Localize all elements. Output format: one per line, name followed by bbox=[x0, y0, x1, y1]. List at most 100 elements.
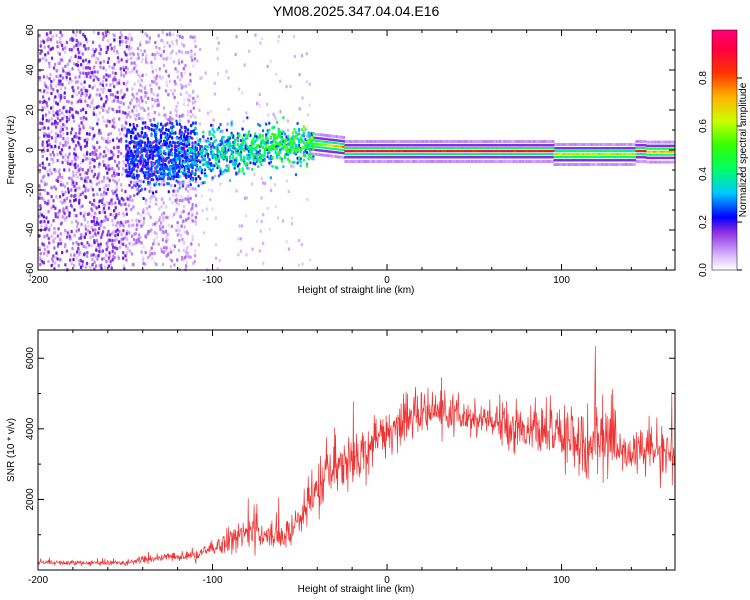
heatmap-cell bbox=[335, 148, 338, 151]
heatmap-cell bbox=[311, 152, 314, 156]
heatmap-cell bbox=[459, 160, 462, 163]
heatmap-cell bbox=[268, 121, 271, 125]
heatmap-cell bbox=[628, 143, 631, 146]
heatmap-cell bbox=[99, 82, 102, 86]
heatmap-cell bbox=[465, 160, 468, 163]
heatmap-cell bbox=[172, 33, 175, 37]
heatmap-cell bbox=[122, 167, 125, 171]
heatmap-cell bbox=[120, 89, 123, 93]
heatmap-cell bbox=[360, 160, 363, 163]
heatmap-cell bbox=[165, 80, 168, 84]
heatmap-cell bbox=[228, 141, 232, 145]
heatmap-cell bbox=[120, 70, 123, 75]
heatmap-cell bbox=[81, 204, 84, 208]
heatmap-cell bbox=[134, 104, 138, 108]
heatmap-cell bbox=[139, 134, 143, 138]
heatmap-cell bbox=[50, 195, 53, 199]
heatmap-cell bbox=[279, 79, 282, 83]
heatmap-cell bbox=[43, 182, 47, 187]
heatmap-cell bbox=[413, 160, 416, 163]
heatmap-cell bbox=[175, 122, 179, 126]
heatmap-cell bbox=[617, 143, 620, 146]
heatmap-cell bbox=[176, 225, 180, 229]
heatmap-cell bbox=[191, 161, 194, 165]
heatmap-cell bbox=[116, 233, 120, 237]
heatmap-cell bbox=[144, 91, 147, 95]
heatmap-cell bbox=[155, 82, 158, 86]
heatmap-cell bbox=[269, 176, 272, 180]
heatmap-cell bbox=[246, 166, 249, 170]
heatmap-cell bbox=[396, 153, 399, 156]
heatmap-cell bbox=[217, 72, 220, 76]
heatmap-cell bbox=[108, 167, 111, 171]
heatmap-cell bbox=[54, 95, 57, 99]
heatmap-cell bbox=[119, 67, 123, 71]
heatmap-cell bbox=[97, 165, 100, 169]
heatmap-cell bbox=[126, 150, 129, 155]
heatmap-cell bbox=[126, 131, 129, 135]
heatmap-cell bbox=[187, 189, 190, 193]
heatmap-cell bbox=[163, 166, 166, 170]
heatmap-cell bbox=[162, 201, 165, 205]
heatmap-cell bbox=[39, 192, 42, 196]
heatmap-cell bbox=[378, 160, 381, 163]
heatmap-cell bbox=[162, 106, 166, 110]
heatmap-cell bbox=[122, 154, 125, 159]
heatmap-cell bbox=[57, 145, 61, 150]
heatmap-cell bbox=[154, 68, 158, 72]
heatmap-cell bbox=[162, 57, 165, 61]
heatmap-cell bbox=[206, 111, 210, 115]
heatmap-cell bbox=[176, 258, 179, 262]
heatmap-cell bbox=[91, 127, 94, 131]
heatmap-cell bbox=[277, 39, 280, 44]
heatmap-cell bbox=[95, 60, 98, 65]
heatmap-cell bbox=[266, 64, 269, 69]
heatmap-cell bbox=[130, 37, 133, 42]
heatmap-cell bbox=[91, 263, 94, 267]
heatmap-cell bbox=[88, 59, 91, 64]
heatmap-cell bbox=[276, 155, 279, 159]
heatmap-cell bbox=[478, 147, 481, 150]
heatmap-cell bbox=[467, 160, 470, 163]
heatmap-cell bbox=[533, 160, 536, 163]
heatmap-cell bbox=[109, 233, 112, 237]
heatmap-cell bbox=[46, 38, 49, 42]
heatmap-cell bbox=[59, 129, 62, 134]
heatmap-cell bbox=[102, 59, 106, 64]
heatmap-cell bbox=[59, 87, 63, 91]
heatmap-cell bbox=[73, 62, 76, 66]
heatmap-cell bbox=[49, 30, 52, 35]
heatmap-cell bbox=[134, 64, 137, 68]
heatmap-cell bbox=[78, 186, 81, 190]
heatmap-cell bbox=[306, 113, 309, 117]
heatmap-cell bbox=[116, 95, 119, 100]
heatmap-cell bbox=[105, 242, 108, 246]
heatmap-cell bbox=[163, 183, 166, 187]
heatmap-cell bbox=[152, 194, 155, 198]
heatmap-cell bbox=[187, 131, 190, 136]
heatmap-cell bbox=[109, 43, 112, 47]
heatmap-cell bbox=[86, 212, 90, 216]
heatmap-cell bbox=[201, 208, 204, 213]
heatmap-cell bbox=[147, 96, 150, 100]
heatmap-cell bbox=[124, 254, 127, 258]
heatmap-cell bbox=[258, 249, 261, 253]
heatmap-cell bbox=[144, 57, 148, 61]
heatmap-cell bbox=[75, 93, 78, 97]
heatmap-cell bbox=[137, 79, 140, 83]
heatmap-cell bbox=[595, 163, 598, 166]
heatmap-cell bbox=[161, 174, 164, 178]
heatmap-cell bbox=[80, 108, 83, 113]
heatmap-cell bbox=[144, 60, 148, 64]
heatmap-cell bbox=[503, 160, 506, 163]
heatmap-cell bbox=[493, 140, 496, 143]
heatmap-cell bbox=[96, 70, 99, 74]
heatmap-cell bbox=[158, 112, 161, 116]
heatmap-cell bbox=[74, 54, 77, 59]
heatmap-cell bbox=[99, 223, 103, 227]
heatmap-cell bbox=[195, 147, 199, 151]
heatmap-cell bbox=[147, 116, 150, 121]
heatmap-cell bbox=[73, 135, 76, 139]
heatmap-cell bbox=[367, 160, 370, 163]
heatmap-cell bbox=[116, 221, 119, 225]
